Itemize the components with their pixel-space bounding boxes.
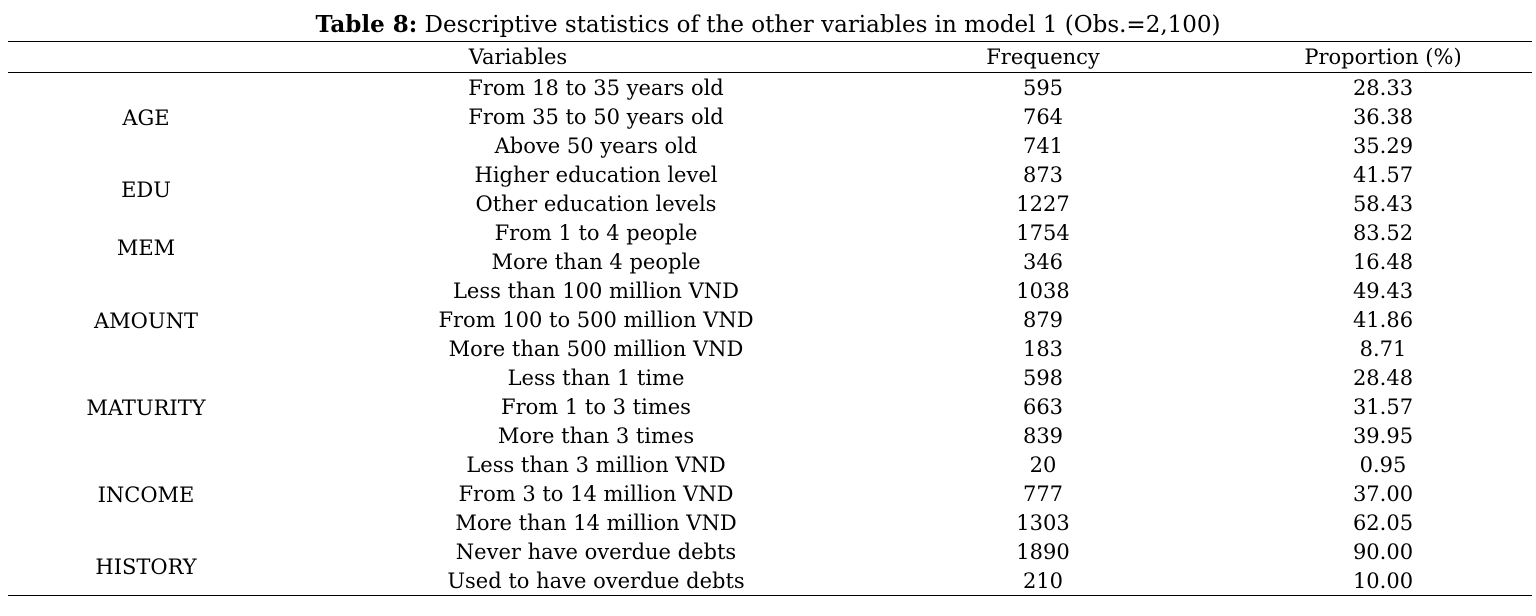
- row-proportion-cell: 49.43: [1352, 279, 1414, 303]
- row-category-cell: From 100 to 500 million VND: [438, 308, 754, 332]
- row-proportion-cell: 16.48: [1352, 250, 1414, 274]
- row-frequency-cell: 20: [1029, 453, 1057, 477]
- table-row: From 100 to 500 million VND 879 41.86: [8, 306, 1532, 335]
- row-proportion-cell: 90.00: [1352, 540, 1414, 564]
- table-row: Less than 3 million VND 20 0.95: [8, 451, 1532, 480]
- table-row: Less than 100 million VND 1038 49.43: [8, 277, 1532, 306]
- row-category-cell: From 1 to 4 people: [494, 221, 698, 245]
- row-frequency-cell: 741: [1022, 134, 1064, 158]
- table-row: Used to have overdue debts 210 10.00: [8, 567, 1532, 596]
- table-top-rule: [8, 41, 1532, 42]
- table-row: From 18 to 35 years old 595 28.33: [8, 74, 1532, 103]
- row-proportion-cell: 41.57: [1352, 163, 1414, 187]
- table-row: More than 4 people 346 16.48: [8, 248, 1532, 277]
- table-row: From 1 to 4 people 1754 83.52: [8, 219, 1532, 248]
- row-category-cell: Above 50 years old: [494, 134, 698, 158]
- row-proportion-cell: 36.38: [1352, 105, 1414, 129]
- table-row: From 3 to 14 million VND 777 37.00: [8, 480, 1532, 509]
- table-row: More than 3 times 839 39.95: [8, 422, 1532, 451]
- row-proportion-cell: 31.57: [1352, 395, 1414, 419]
- row-proportion-cell: 8.71: [1359, 337, 1407, 361]
- variable-group-label: AGE: [122, 105, 170, 130]
- row-frequency-cell: 598: [1022, 366, 1064, 390]
- row-frequency-cell: 764: [1022, 105, 1064, 129]
- row-frequency-cell: 1303: [1016, 511, 1070, 535]
- row-category-cell: Less than 100 million VND: [452, 279, 740, 303]
- row-frequency-cell: 777: [1022, 482, 1064, 506]
- row-category-cell: From 35 to 50 years old: [468, 105, 724, 129]
- row-frequency-cell: 873: [1022, 163, 1064, 187]
- row-frequency-cell: 663: [1022, 395, 1064, 419]
- row-proportion-cell: 28.33: [1352, 76, 1414, 100]
- table-caption: Table 8: Descriptive statistics of the o…: [0, 8, 1536, 42]
- variable-group-label: INCOME: [97, 482, 195, 507]
- row-frequency-cell: 346: [1022, 250, 1064, 274]
- table-body: From 18 to 35 years old 595 28.33 From 35 t…: [8, 74, 1532, 596]
- row-proportion-cell: 62.05: [1352, 511, 1414, 535]
- table-bottom-rule: [8, 595, 1532, 596]
- row-category-cell: Less than 3 million VND: [466, 453, 726, 477]
- row-category-cell: More than 4 people: [491, 250, 701, 274]
- table-row: From 35 to 50 years old 764 36.38: [8, 103, 1532, 132]
- row-category-cell: From 18 to 35 years old: [468, 76, 724, 100]
- table-row: From 1 to 3 times 663 31.57: [8, 393, 1532, 422]
- table-row: Less than 1 time 598 28.48: [8, 364, 1532, 393]
- table-caption-label: Table 8:: [315, 11, 418, 38]
- table-row: More than 14 million VND 1303 62.05: [8, 509, 1532, 538]
- row-category-cell: More than 3 times: [497, 424, 695, 448]
- variable-group-label: EDU: [121, 178, 171, 202]
- row-category-cell: More than 500 million VND: [448, 337, 744, 361]
- row-frequency-cell: 1227: [1016, 192, 1070, 216]
- row-frequency-cell: 183: [1022, 337, 1064, 361]
- table-row: Higher education level 873 41.57: [8, 161, 1532, 190]
- variable-group-label: HISTORY: [95, 555, 197, 579]
- row-category-cell: From 1 to 3 times: [501, 395, 691, 419]
- variable-group-label: MEM: [116, 236, 176, 260]
- header-variables: Variables: [468, 45, 568, 69]
- row-frequency-cell: 595: [1022, 76, 1064, 100]
- row-proportion-cell: 10.00: [1352, 569, 1414, 593]
- row-category-cell: Other education levels: [475, 192, 717, 216]
- table-caption-text: Descriptive statistics of the other vari…: [417, 12, 1221, 38]
- row-frequency-cell: 879: [1022, 308, 1064, 332]
- row-category-cell: Less than 1 time: [507, 366, 685, 390]
- table-header: Variables Frequency Proportion (%): [8, 42, 1532, 72]
- row-category-cell: More than 14 million VND: [455, 511, 737, 535]
- row-proportion-cell: 35.29: [1352, 134, 1414, 158]
- row-proportion-cell: 28.48: [1352, 366, 1414, 390]
- row-frequency-cell: 839: [1022, 424, 1064, 448]
- row-frequency-cell: 1038: [1016, 279, 1070, 303]
- row-frequency-cell: 1890: [1016, 540, 1070, 564]
- row-category-cell: From 3 to 14 million VND: [458, 482, 734, 506]
- header-proportion: Proportion (%): [1304, 45, 1462, 69]
- row-proportion-cell: 41.86: [1352, 308, 1414, 332]
- row-proportion-cell: 58.43: [1352, 192, 1414, 216]
- table-header-rule: [8, 72, 1532, 73]
- row-proportion-cell: 0.95: [1359, 453, 1407, 477]
- row-frequency-cell: 1754: [1016, 221, 1070, 245]
- row-proportion-cell: 83.52: [1352, 221, 1414, 245]
- row-proportion-cell: 39.95: [1352, 424, 1414, 448]
- table-row: Never have overdue debts 1890 90.00: [8, 538, 1532, 567]
- table-row: Other education levels 1227 58.43: [8, 190, 1532, 219]
- table-row: More than 500 million VND 183 8.71: [8, 335, 1532, 364]
- variable-group-label: MATURITY: [86, 395, 206, 420]
- row-frequency-cell: 210: [1022, 569, 1064, 593]
- table-row: Above 50 years old 741 35.29: [8, 132, 1532, 161]
- header-frequency: Frequency: [986, 45, 1100, 69]
- row-category-cell: Higher education level: [474, 163, 718, 187]
- variable-group-label: AMOUNT: [94, 308, 198, 333]
- row-proportion-cell: 37.00: [1352, 482, 1414, 506]
- row-category-cell: Never have overdue debts: [455, 540, 737, 564]
- row-category-cell: Used to have overdue debts: [447, 569, 745, 593]
